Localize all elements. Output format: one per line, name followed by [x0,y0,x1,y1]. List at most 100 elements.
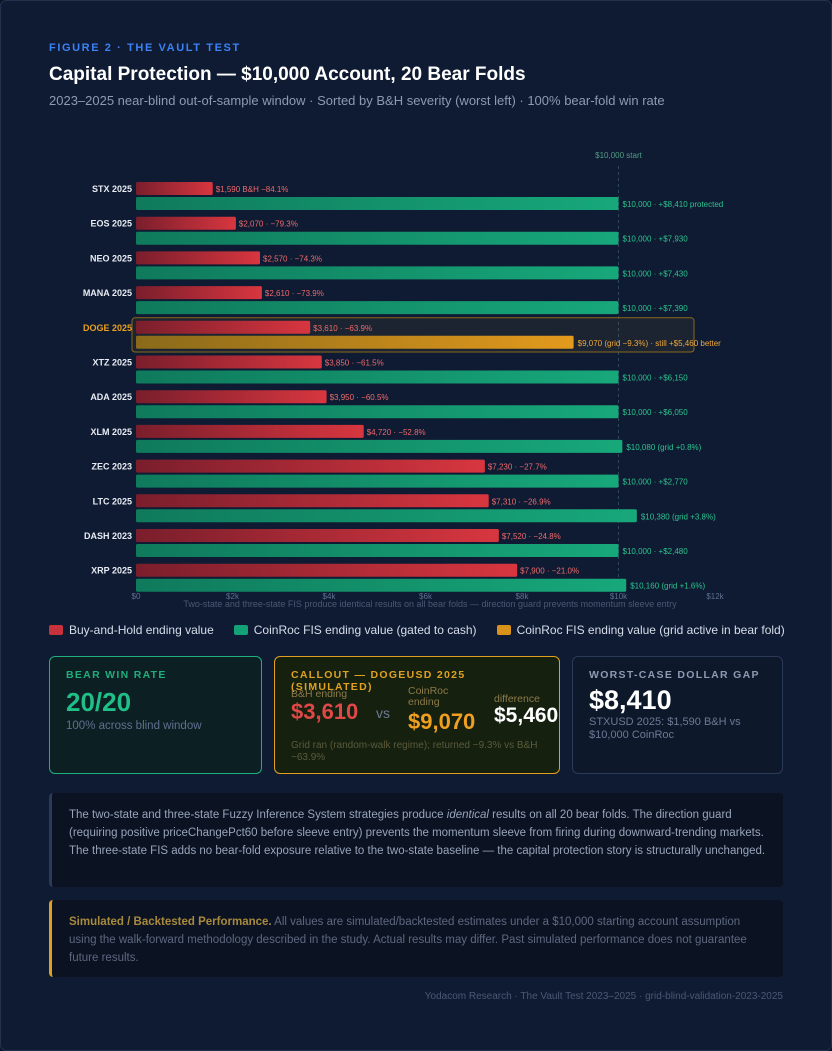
x-tick-label: $6k [419,592,433,601]
x-tick-label: $0 [132,592,141,601]
category-label: DASH 2023 [84,531,132,541]
bar-label-coinroc: $10,000 · +$7,930 [623,235,689,244]
methodology-note: The two-state and three-state Fuzzy Infe… [49,793,783,887]
bar-label-coinroc: $10,160 (grid +1.6%) [630,582,705,591]
x-tick-label: $10k [610,592,628,601]
win-rate-caption: 100% across blind window [66,720,202,732]
card-title: WORST-CASE DOLLAR GAP [589,669,760,681]
category-label: XTZ 2025 [92,358,132,368]
note-emphasis: identical [446,809,489,821]
category-label: STX 2025 [92,184,132,194]
card-title: BEAR WIN RATE [66,669,167,681]
bar-coinroc [136,301,619,315]
x-tick-label: $12k [706,592,724,601]
bar-label-buy-hold: $7,310 · −26.9% [492,497,551,506]
bar-buy-hold [136,424,364,438]
bar-coinroc [136,197,619,210]
bar-label-coinroc: $10,000 · +$7,390 [623,304,689,313]
legend-label: Buy-and-Hold ending value [69,623,214,637]
bar-label-buy-hold: $2,070 · −79.3% [239,220,298,229]
disclaimer-note: Simulated / Backtested Performance. All … [49,900,783,977]
category-label: ZEC 2023 [91,462,132,472]
legend-swatch-amber [496,625,511,635]
bar-label-buy-hold: $2,570 · −74.3% [263,254,322,263]
bar-label-coinroc: $10,000 · +$6,150 [623,374,689,383]
bar-buy-hold [136,529,499,542]
chart-legend: Buy-and-Hold ending value CoinRoc FIS en… [49,623,785,637]
bar-buy-hold [136,182,213,195]
legend-label: CoinRoc FIS ending value (gated to cash) [253,623,477,637]
x-tick-label: $4k [323,592,337,601]
bar-coinroc [136,231,619,245]
bar-coinroc [136,266,619,280]
category-label: DOGE 2025 [83,323,132,333]
worst-case-caption: STXUSD 2025: $1,590 B&H vs $10,000 CoinR… [589,716,741,741]
bar-label-coinroc: $10,080 (grid +0.8%) [626,443,701,452]
bar-buy-hold [136,459,485,473]
difference-value: $5,460 [494,704,559,727]
bar-coinroc [136,544,619,557]
bar-buy-hold [136,251,261,265]
category-label: XLM 2025 [90,427,132,437]
bar-buy-hold [136,390,327,404]
win-rate-value: 20/20 [66,687,132,717]
bar-coinroc [136,439,623,453]
coinroc-value: $9,070 [408,709,476,734]
bar-coinroc [136,509,637,523]
note-text: results on all 20 bear folds. The direct… [69,809,766,857]
bar-label-buy-hold: $1,590 B&H −84.1% [216,185,289,194]
bar-label-buy-hold: $3,850 · −61.5% [325,359,384,368]
category-label: ADA 2025 [90,392,132,402]
footer-credit: Yodacom Research · The Vault Test 2023–2… [424,991,783,1002]
bar-buy-hold [136,216,236,230]
reference-line-label: $10,000 start [595,151,642,160]
callout-note: Grid ran (random-walk regime); returned … [291,740,538,763]
bar-label-buy-hold: $4,720 · −52.8% [367,428,426,437]
disclaimer-text: All values are simulated/backtested esti… [69,916,747,964]
legend-item-coinroc-grid: CoinRoc FIS ending value (grid active in… [496,623,785,637]
bar-buy-hold [136,355,322,369]
bar-label-coinroc: $9,070 (grid −9.3%) · still +$5,460 bett… [578,339,722,348]
axis-note: Two-state and three-state FIS produce id… [183,599,677,609]
bar-label-coinroc: $10,000 · +$2,770 [623,478,689,487]
vs-text: vs [376,705,390,721]
legend-swatch-green [233,625,248,635]
bar-label-coinroc: $10,000 · +$8,410 protected [623,200,724,209]
category-label: NEO 2025 [90,253,132,263]
difference-label: difference [494,693,540,705]
bar-buy-hold [136,320,311,334]
bar-label-buy-hold: $7,520 · −24.8% [502,532,561,541]
legend-item-coinroc-cash: CoinRoc FIS ending value (gated to cash) [233,623,477,637]
card-title: CALLOUT — DOGEUSD 2025 (SIMULATED) [291,669,466,693]
bar-coinroc-grid [136,335,574,349]
bar-label-coinroc: $10,000 · +$2,480 [623,547,689,556]
bear-win-rate-card: BEAR WIN RATE 20/20 100% across blind wi… [49,656,262,774]
category-label: EOS 2025 [90,219,132,229]
bar-buy-hold [136,494,489,508]
note-text: The two-state and three-state Fuzzy Infe… [69,809,447,821]
legend-swatch-red [49,625,63,635]
worst-case-card: WORST-CASE DOLLAR GAP $8,410 STXUSD 2025… [572,656,783,774]
bar-buy-hold [136,286,262,300]
bar-label-buy-hold: $2,610 · −73.9% [265,289,324,298]
bar-coinroc [136,405,619,419]
figure-label: FIGURE 2 · THE VAULT TEST [49,42,241,54]
bar-label-coinroc: $10,380 (grid +3.8%) [641,512,716,521]
category-label: XRP 2025 [91,566,132,576]
x-tick-label: $8k [516,592,530,601]
bh-value: $3,610 [291,699,359,724]
bar-coinroc [136,370,619,384]
doge-callout-card: CALLOUT — DOGEUSD 2025 (SIMULATED) B&H e… [274,656,560,774]
bar-label-buy-hold: $7,900 · −21.0% [520,567,579,576]
x-tick-label: $2k [226,592,240,601]
category-label: LTC 2025 [93,496,132,506]
disclaimer-heading: Simulated / Backtested Performance. [69,916,272,928]
bar-buy-hold [136,563,518,577]
bar-label-buy-hold: $7,230 · −27.7% [488,463,547,472]
bar-label-buy-hold: $3,950 · −60.5% [330,393,389,402]
bar-label-coinroc: $10,000 · +$6,050 [623,408,689,417]
legend-label: CoinRoc FIS ending value (grid active in… [516,623,785,637]
chart-subtitle: 2023–2025 near-blind out-of-sample windo… [49,93,665,108]
worst-case-value: $8,410 [589,685,672,715]
coinroc-label: CoinRoc ending [408,685,449,708]
